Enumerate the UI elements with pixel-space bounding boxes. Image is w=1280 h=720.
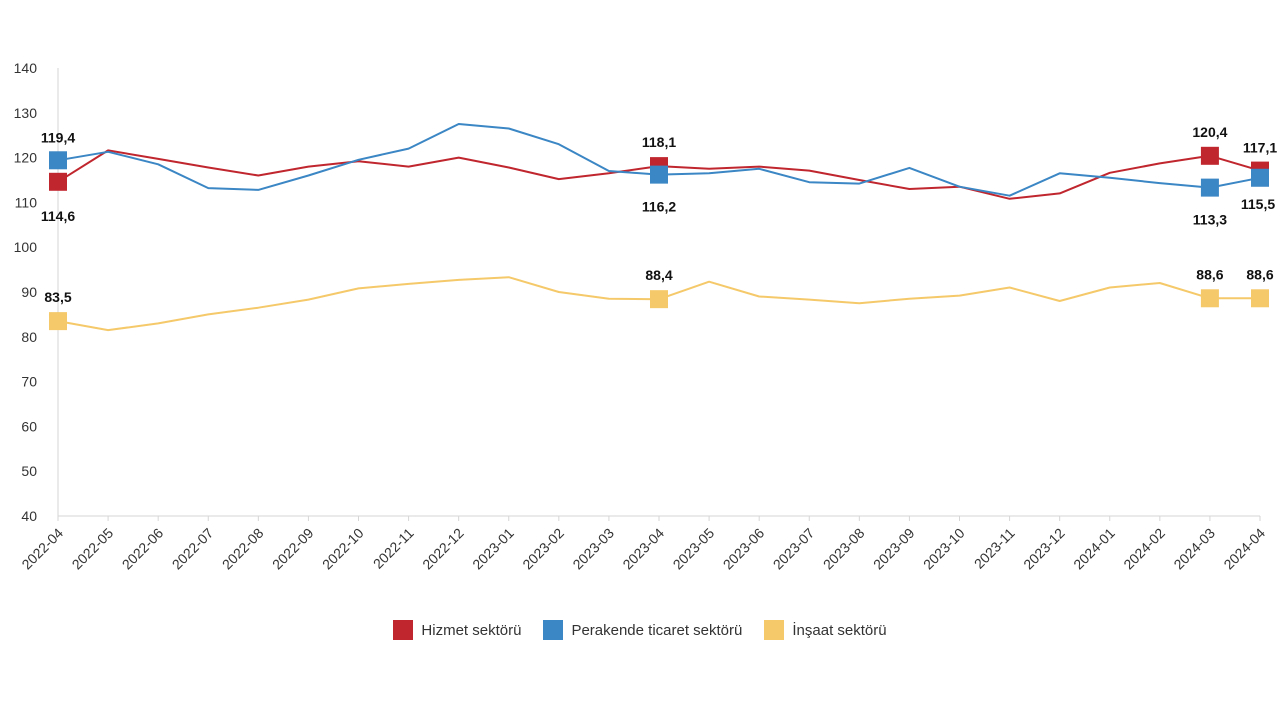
x-tick-label: 2024-01 [1070,525,1118,573]
insaat-marker [1200,289,1219,308]
y-tick-label: 60 [21,418,37,434]
legend-swatch-insaat [764,620,785,640]
x-tick-label: 2023-09 [870,525,918,573]
y-tick-label: 130 [14,105,38,121]
y-tick-label: 50 [21,463,37,479]
y-tick-label: 90 [21,284,37,300]
legend-item-hizmet: Hizmet sektörü [393,620,521,640]
y-tick-label: 120 [14,150,38,166]
perakende-data-label: 113,3 [1193,212,1227,228]
legend-label-perakende: Perakende ticaret sektörü [571,621,743,639]
hizmet-data-label: 114,6 [41,208,75,224]
legend-item-perakende: Perakende ticaret sektörü [543,620,742,640]
hizmet-marker [49,172,67,191]
x-tick-label: 2023-05 [670,525,718,573]
x-tick-label: 2024-03 [1170,525,1218,573]
x-tick-label: 2023-02 [519,525,567,573]
y-tick-label: 40 [21,508,37,524]
hizmet-marker [1200,146,1219,165]
insaat-marker [650,290,668,309]
perakende-data-label: 119,4 [41,129,75,145]
perakende-data-label: 116,2 [642,199,676,215]
legend-swatch-perakende [543,620,564,640]
x-tick-label: 2023-08 [820,525,868,573]
insaat-data-label: 88,6 [1246,266,1273,282]
x-tick-label: 2024-02 [1120,525,1168,573]
x-tick-label: 2023-12 [1020,525,1068,573]
x-tick-label: 2022-06 [119,525,167,573]
x-tick-label: 2022-07 [169,525,217,573]
x-tick-label: 2022-10 [319,525,367,573]
legend-swatch-hizmet [393,620,414,640]
y-tick-label: 110 [15,194,38,210]
x-tick-label: 2023-06 [720,525,768,573]
legend-label-insaat: İnşaat sektörü [792,621,887,639]
x-tick-label: 2023-04 [619,525,667,573]
insaat-marker [1251,289,1269,308]
x-tick-label: 2023-11 [971,525,1018,572]
insaat-data-label: 88,6 [1196,266,1223,282]
legend-item-insaat: İnşaat sektörü [764,620,887,640]
y-tick-label: 80 [21,329,37,345]
hizmet-data-label: 118,1 [642,134,676,150]
x-tick-label: 2022-04 [18,525,66,573]
perakende-marker [1251,168,1269,187]
legend-label-hizmet: Hizmet sektörü [421,621,522,639]
insaat-marker [49,312,67,331]
y-tick-label: 100 [14,239,38,255]
x-tick-label: 2022-12 [419,525,467,573]
y-tick-label: 140 [14,60,38,76]
chart-legend: Hizmet sektörü Perakende ticaret sektörü… [0,618,1280,642]
perakende-marker [49,151,67,170]
x-tick-label: 2024-04 [1220,525,1268,573]
perakende-data-label: 115,5 [1241,196,1275,212]
perakende-marker [1200,178,1219,197]
x-tick-label: 2022-08 [219,525,267,573]
insaat-data-label: 88,4 [645,267,672,283]
perakende-marker [650,165,668,184]
x-tick-label: 2022-11 [370,525,417,572]
x-tick-label: 2023-01 [469,525,517,573]
x-tick-label: 2023-07 [770,525,818,573]
hizmet-data-label: 117,1 [1243,140,1277,156]
x-tick-label: 2023-03 [569,525,617,573]
x-tick-label: 2022-05 [69,525,117,573]
insaat-data-label: 83,5 [44,289,71,305]
hizmet-data-label: 120,4 [1192,124,1227,140]
x-tick-label: 2022-09 [269,525,317,573]
y-tick-label: 70 [21,374,37,390]
x-tick-label: 2023-10 [920,525,968,573]
